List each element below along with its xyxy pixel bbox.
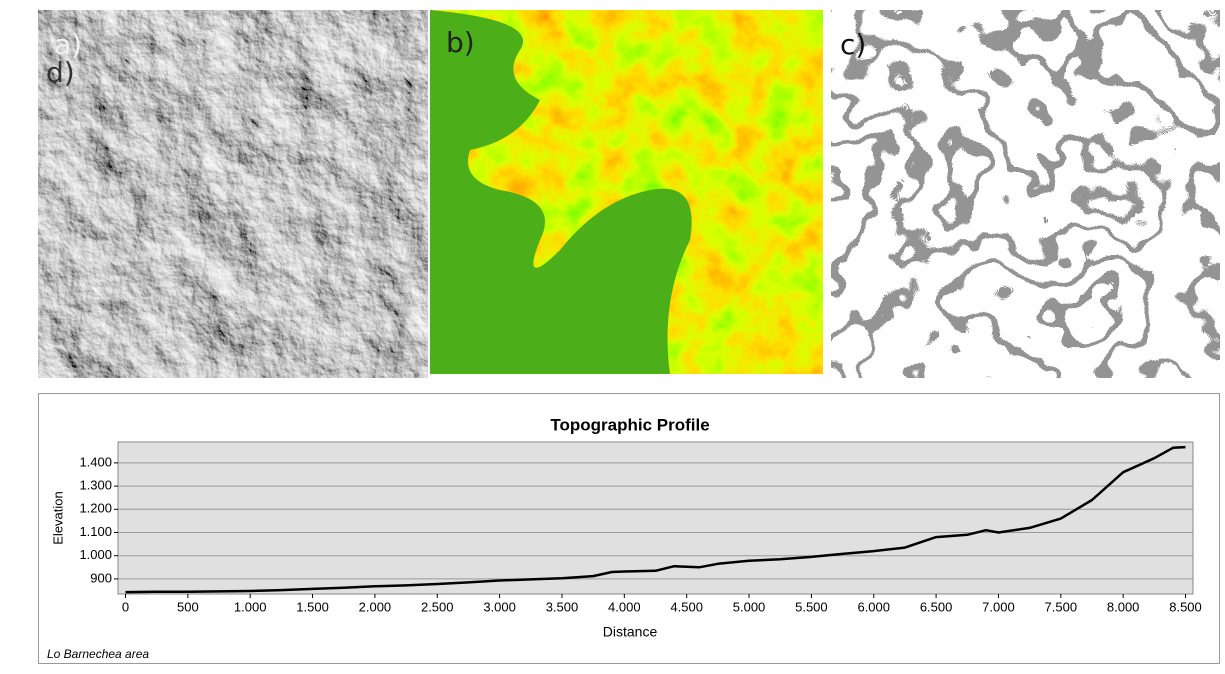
chart-title: Topographic Profile	[550, 415, 709, 434]
y-tick-label: 1.000	[79, 547, 112, 562]
x-tick-label: 500	[177, 599, 199, 614]
x-tick-label: 8.500	[1169, 599, 1202, 614]
x-tick-label: 2.000	[359, 599, 392, 614]
panel-label: b)	[446, 26, 475, 59]
x-tick-label: 6.000	[857, 599, 890, 614]
x-tick-label: 5.000	[733, 599, 766, 614]
x-tick-label: 2.500	[421, 599, 454, 614]
x-tick-label: 7.000	[982, 599, 1015, 614]
x-tick-label: 7.500	[1045, 599, 1078, 614]
x-tick-label: 1.000	[234, 599, 267, 614]
y-tick-label: 1.300	[79, 478, 112, 493]
y-tick-label: 1.100	[79, 524, 112, 539]
x-tick-label: 3.500	[546, 599, 579, 614]
y-tick-label: 1.400	[79, 454, 112, 469]
x-tick-label: 0	[122, 599, 129, 614]
x-tick-label: 8.000	[1107, 599, 1140, 614]
x-tick-label: 1.500	[296, 599, 329, 614]
x-tick-label: 5.500	[795, 599, 828, 614]
figure: a) b) c) d) Topographic Profile Distance…	[0, 0, 1225, 670]
panel-label: c)	[840, 28, 866, 61]
y-tick-label: 1.200	[79, 501, 112, 516]
y-axis-label: Elevation	[50, 491, 65, 544]
annotation: Lo Barnechea area	[47, 647, 149, 661]
hillshade-image	[38, 10, 428, 378]
x-tick-label: 3.000	[483, 599, 516, 614]
x-axis-label: Distance	[603, 624, 658, 640]
x-tick-label: 4.000	[608, 599, 641, 614]
x-tick-label: 6.500	[920, 599, 953, 614]
panel-label: d)	[46, 56, 75, 89]
y-tick-label: 900	[90, 570, 112, 585]
x-tick-label: 4.500	[670, 599, 703, 614]
contour-image	[831, 10, 1220, 378]
